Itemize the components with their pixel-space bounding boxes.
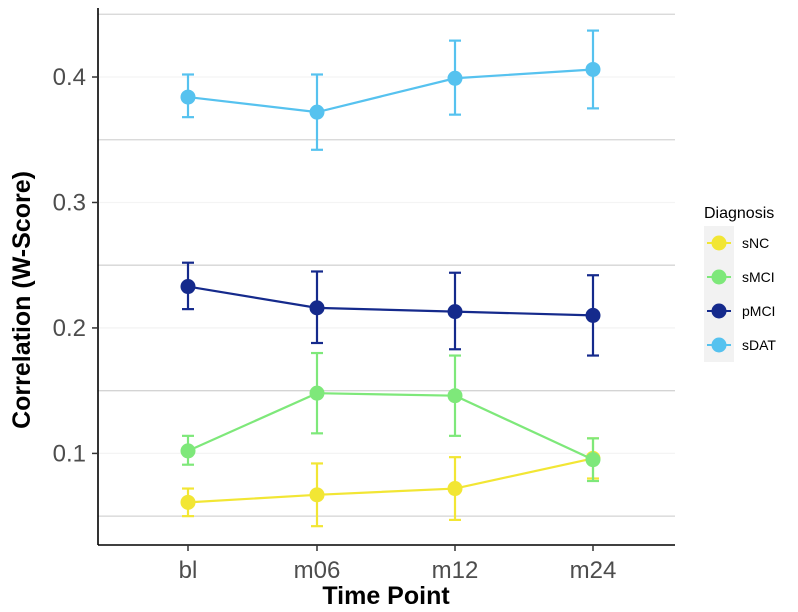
legend-item-sMCI: sMCI [704,260,775,294]
data-point [447,304,463,320]
data-point [309,385,325,401]
x-tick-label: m06 [294,557,341,584]
x-tick-label: m12 [432,557,479,584]
legend-label: sMCI [742,269,775,285]
data-point [180,443,196,459]
series-layer [180,29,601,528]
y-tick-label: 0.3 [53,189,86,216]
data-point [309,487,325,503]
legend: Diagnosis sNC sMCI pMCI sDAT [704,205,776,362]
x-axis-title: Time Point [322,582,450,610]
legend-key-point [711,235,727,251]
gridlines [98,13,675,517]
series-pMCI [180,261,601,357]
legend-key-point [711,303,727,319]
series-sDAT [180,29,601,151]
axes [92,8,675,551]
legend-item-pMCI: pMCI [704,294,775,328]
legend-label: sDAT [742,337,776,353]
series-line [187,68,594,114]
y-axis-title: Correlation (W-Score) [8,171,36,429]
legend-item-sDAT: sDAT [704,328,776,362]
legend-title: Diagnosis [704,205,774,222]
series-line [187,285,594,317]
legend-key-point [711,269,727,285]
data-point [447,70,463,86]
legend-label: pMCI [742,303,775,319]
data-point [309,300,325,316]
data-point [585,307,601,323]
data-point [585,61,601,77]
y-tick-label: 0.1 [53,440,86,467]
series-line [187,392,594,461]
x-tick-label: bl [179,557,198,584]
data-point [180,89,196,105]
data-point [447,481,463,497]
y-tick-label: 0.2 [53,315,86,342]
data-point [585,452,601,468]
legend-item-sNC: sNC [704,226,769,260]
data-point [447,388,463,404]
data-point [180,494,196,510]
series-sNC [180,437,601,528]
legend-key-point [711,337,727,353]
tick-labels: 0.1 0.2 0.3 0.4 bl m06 m12 m24 [53,64,617,584]
series-sMCI [180,351,601,483]
y-tick-label: 0.4 [53,64,86,91]
x-tick-label: m24 [570,557,617,584]
legend-label: sNC [742,235,769,251]
data-point [309,104,325,120]
data-point [180,279,196,295]
series-line [187,457,594,504]
